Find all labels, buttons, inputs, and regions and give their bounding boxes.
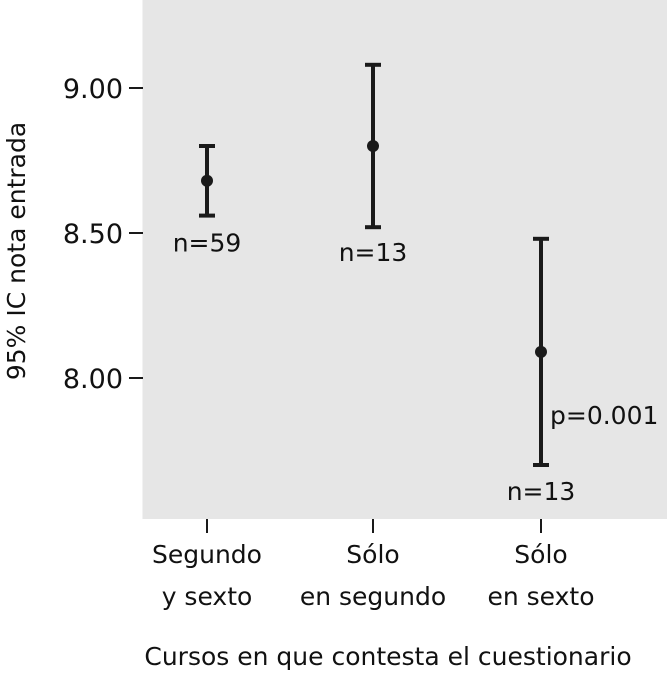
x-tick-label: en sexto bbox=[487, 582, 594, 611]
x-tick-label: Sólo bbox=[346, 540, 399, 569]
error-bars: n=59 n=13 n=13 p=0.001 bbox=[173, 62, 658, 506]
x-tick-label: en segundo bbox=[300, 582, 446, 611]
x-tick-label: Segundo bbox=[152, 540, 262, 569]
p-value-label: p=0.001 bbox=[550, 401, 658, 430]
y-ticks: 9.00 8.50 8.00 bbox=[63, 74, 143, 395]
y-axis-title: 95% IC nota entrada bbox=[2, 122, 31, 380]
mean-point bbox=[535, 345, 547, 358]
y-tick-label: 8.50 bbox=[63, 219, 123, 250]
n-label: n=13 bbox=[507, 477, 576, 506]
y-tick-label: 8.00 bbox=[63, 364, 123, 395]
n-label: n=13 bbox=[339, 238, 408, 267]
x-tick-label: y sexto bbox=[162, 582, 253, 611]
mean-point bbox=[201, 174, 213, 187]
plot-area bbox=[143, 0, 667, 519]
mean-point bbox=[367, 140, 379, 152]
x-axis-title: Cursos en que contesta el cuestionario bbox=[144, 642, 631, 671]
n-label: n=59 bbox=[173, 229, 242, 258]
x-tick-label: Sólo bbox=[514, 540, 567, 569]
x-ticks: Segundo y sexto Sólo en segundo Sólo en sexto bbox=[152, 519, 595, 611]
y-tick-label: 9.00 bbox=[63, 74, 123, 105]
